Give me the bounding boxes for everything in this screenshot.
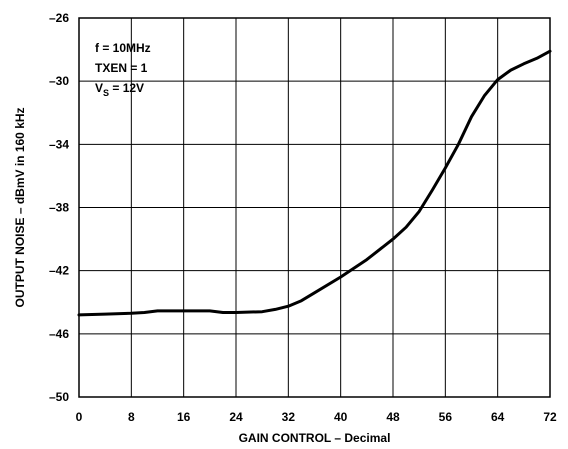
x-tick-label: 32 [282, 410, 296, 424]
y-axis-ticks: –26 –30 –34 –38 –42 –46 –50 [49, 11, 69, 404]
grid-lines [79, 18, 550, 397]
x-tick-label: 0 [76, 410, 83, 424]
x-tick-label: 64 [491, 410, 505, 424]
x-tick-label: 40 [334, 410, 348, 424]
noise-curve-series [77, 49, 552, 317]
y-tick-label: –30 [49, 74, 69, 88]
x-tick-label: 24 [229, 410, 243, 424]
y-tick-label: –34 [49, 137, 69, 151]
x-tick-label: 16 [177, 410, 191, 424]
y-axis-label: OUTPUT NOISE – dBmV in 160 kHz [13, 107, 27, 307]
x-tick-label: 56 [439, 410, 453, 424]
y-tick-label: –42 [49, 264, 69, 278]
x-axis-ticks: 0 8 16 24 32 40 48 56 64 72 [76, 410, 557, 424]
x-axis-label: GAIN CONTROL – Decimal [239, 431, 391, 445]
x-tick-label: 8 [128, 410, 135, 424]
plot-area [78, 17, 551, 398]
x-tick-label: 48 [386, 410, 400, 424]
txen-annotation: TXEN = 1 [95, 61, 148, 75]
y-tick-label: –38 [49, 201, 69, 215]
y-tick-label: –50 [49, 390, 69, 404]
y-tick-label: –46 [49, 327, 69, 341]
supply-voltage-annotation: VS = 12V [95, 81, 144, 98]
frequency-annotation: f = 10MHz [95, 41, 151, 55]
conditions-annotation: f = 10MHz TXEN = 1 VS = 12V [95, 41, 151, 98]
x-tick-label: 72 [543, 410, 557, 424]
y-tick-label: –26 [49, 11, 69, 25]
